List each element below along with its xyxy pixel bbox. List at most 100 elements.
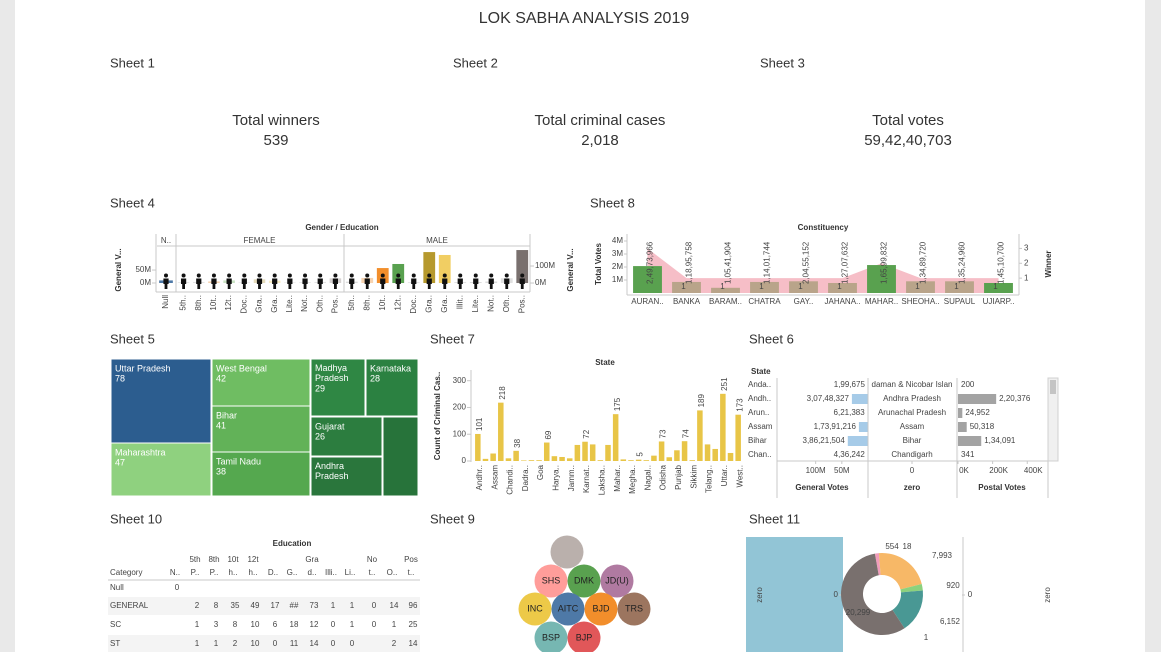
x-tick-label: 5th.. [179, 295, 188, 311]
person-body [317, 278, 323, 289]
chart-title: Constituency [798, 223, 849, 232]
bar [689, 460, 695, 461]
table-cell: 12 [310, 620, 319, 629]
y-tick-label: 3M [612, 249, 623, 258]
person-body [442, 278, 448, 289]
data-label: 1 [759, 282, 764, 291]
bar [521, 460, 527, 461]
bar-label: 2,04,55,152 [802, 241, 811, 284]
data-label: 1 [720, 282, 725, 291]
table-cell: 14 [310, 639, 319, 648]
bubble-label: INC [527, 603, 543, 613]
treemap-cell [211, 405, 311, 453]
data-label: 6,152 [940, 617, 961, 626]
person-body [226, 278, 232, 289]
table-cell: 8 [233, 620, 238, 629]
axis-label: Winner [1044, 250, 1053, 277]
row-label: Andh.. [748, 394, 771, 403]
cell-label: Bihar [903, 436, 922, 445]
kpi-value: 59,42,40,703 [864, 132, 952, 149]
kpi-label: Total votes [872, 112, 944, 129]
x-tick-label: MAHAR.. [865, 297, 898, 306]
kpi-value: 2,018 [581, 132, 619, 149]
table-cell: 0 [372, 601, 377, 610]
bubble [567, 621, 601, 652]
bar [559, 456, 565, 461]
x-tick-label: Lite.. [471, 295, 480, 312]
data-label: 1 [924, 633, 929, 642]
row-band [108, 597, 420, 615]
cell-label: West Bengal [216, 363, 267, 373]
x-tick-label: Jamm.. [567, 465, 576, 491]
bar [438, 254, 451, 284]
x-tick-label: Assam [490, 465, 499, 490]
data-label: 4,36,242 [834, 450, 866, 459]
cell-value: 28 [370, 373, 380, 383]
bar [958, 408, 963, 418]
cell-label: Bihar [216, 410, 237, 420]
x-tick-label: Pos.. [331, 295, 340, 313]
bar [620, 459, 627, 461]
bar [513, 450, 519, 461]
bar [867, 265, 896, 293]
x-tick-label: Punjab [674, 464, 683, 489]
data-label: 1 [798, 282, 803, 291]
axis-label: Count of Criminal Cas.. [433, 372, 442, 460]
x-tick-label: Doc.. [239, 295, 248, 314]
column-header: P.. [210, 568, 219, 577]
x-tick-label: Megha.. [628, 465, 637, 494]
y-tick-label: 1M [612, 275, 623, 284]
bar-label: 1,14,01,744 [763, 241, 772, 284]
bubble-label: JD(U) [605, 575, 629, 585]
table-cell: 14 [409, 639, 418, 648]
column-header: Pos [404, 555, 418, 564]
bubble-label: BSP [542, 632, 560, 642]
bubble [600, 564, 634, 598]
x-tick-label: 100M [806, 466, 826, 475]
column-header: t.. [408, 568, 415, 577]
x-tick-label: 10t.. [378, 295, 387, 311]
bar-label: 1,45,10,700 [997, 241, 1006, 284]
sheet-caption: Sheet 2 [453, 55, 498, 70]
x-tick-label: 0K [959, 466, 969, 475]
bar [906, 281, 935, 293]
bar [536, 460, 542, 461]
donut-slice [900, 583, 923, 593]
bar [633, 266, 662, 293]
y-tick-label: 300 [453, 376, 467, 385]
table-cell: 73 [310, 601, 319, 610]
data-label: 1 [681, 282, 686, 291]
data-label: 3,86,21,504 [803, 436, 846, 445]
person-body [364, 278, 370, 289]
bar [658, 441, 665, 461]
person-body [180, 278, 187, 289]
cell-label-line: Pradesh [315, 373, 349, 383]
table-cell: 0 [175, 583, 180, 592]
x-tick-label: West.. [735, 465, 744, 488]
table-cell: 0 [273, 639, 278, 648]
person-head [473, 273, 478, 278]
data-label: 6,21,383 [834, 408, 866, 417]
x-tick-label: JAHANA.. [824, 297, 860, 306]
bar [475, 433, 481, 461]
row-label: Bihar [748, 436, 767, 445]
x-tick-label: Karnat.. [582, 465, 591, 493]
data-label: 38 [513, 438, 522, 447]
person-body [272, 278, 278, 289]
y-tick-label: 0 [462, 456, 467, 465]
x-tick-label: UJIARP.. [983, 297, 1015, 306]
bar-label: 1,05,41,904 [724, 241, 733, 284]
table-cell: 1 [350, 601, 355, 610]
person-head [272, 273, 277, 278]
bar [945, 281, 974, 293]
column-header: 5th [189, 555, 200, 564]
treemap-cell [110, 442, 212, 497]
column-header: h.. [249, 568, 258, 577]
cell-label: Maharashtra [115, 447, 166, 457]
bar [847, 436, 868, 446]
bubble [518, 592, 552, 626]
bar [681, 441, 688, 461]
table-cell: 11 [290, 639, 299, 648]
data-label: 341 [961, 450, 975, 459]
x-tick-label: Chandi.. [506, 465, 515, 495]
